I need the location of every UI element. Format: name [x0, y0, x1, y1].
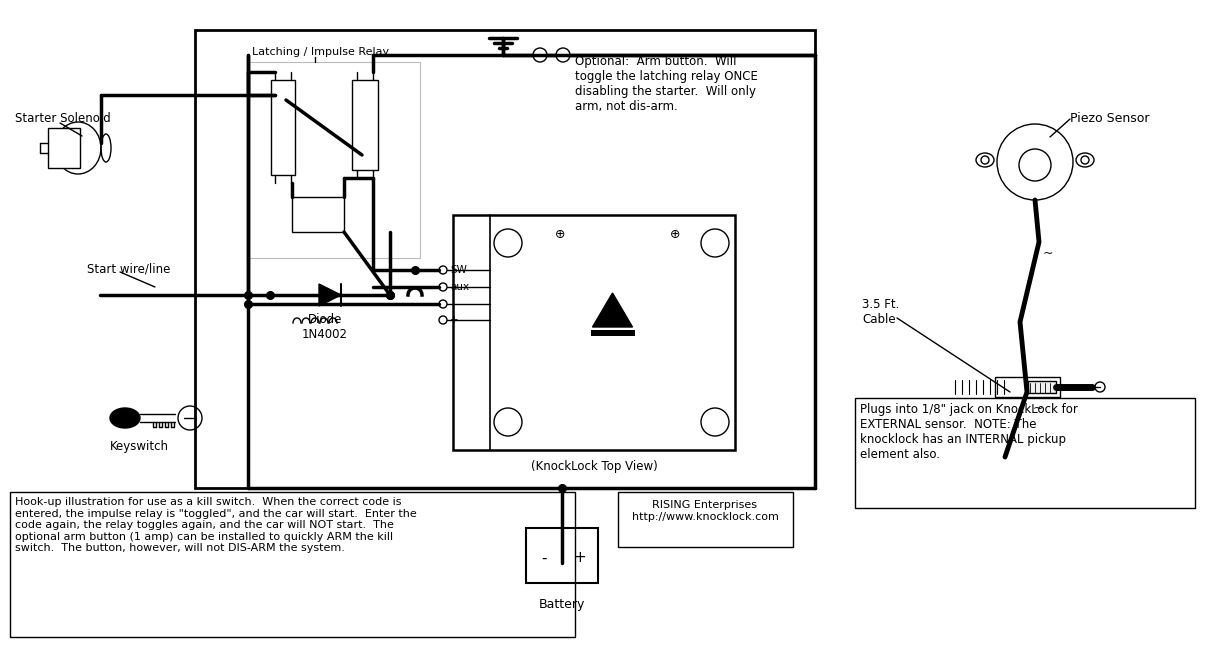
Text: aux: aux — [450, 282, 469, 292]
Bar — [995, 377, 1060, 397]
Polygon shape — [319, 284, 341, 306]
Bar — [856, 398, 1195, 508]
Text: +: + — [450, 315, 459, 325]
Text: RISING Enterprises
http://www.knocklock.com: RISING Enterprises http://www.knocklock.… — [632, 500, 778, 522]
Bar — [590, 330, 634, 336]
Text: (KnockLock Top View): (KnockLock Top View) — [531, 460, 657, 473]
Bar — [195, 30, 815, 488]
Text: Optional:  Arm button.  Will
toggle the latching relay ONCE
disabling the starte: Optional: Arm button. Will toggle the la… — [575, 55, 758, 113]
Text: -: - — [450, 299, 454, 309]
Bar — [271, 80, 295, 175]
Bar — [453, 215, 734, 450]
Text: Battery: Battery — [539, 598, 585, 611]
Bar — [10, 492, 575, 637]
Text: ~: ~ — [1043, 247, 1054, 260]
Text: Latching / Impulse Relay: Latching / Impulse Relay — [252, 47, 389, 57]
Bar — [526, 528, 599, 583]
Text: 3.5 Ft.
Cable: 3.5 Ft. Cable — [862, 298, 900, 326]
Text: Start wire/line: Start wire/line — [87, 262, 170, 275]
Bar — [247, 62, 420, 258]
Text: Plugs into 1/8" jack on KnockLock for
EXTERNAL sensor.  NOTE: The
knocklock has : Plugs into 1/8" jack on KnockLock for EX… — [860, 403, 1078, 461]
Text: -: - — [541, 551, 547, 566]
Text: Piezo Sensor: Piezo Sensor — [1070, 112, 1149, 125]
Polygon shape — [592, 293, 633, 327]
Text: ⊕: ⊕ — [554, 229, 565, 242]
Bar — [293, 197, 344, 232]
Bar — [1028, 381, 1056, 393]
Bar — [618, 492, 793, 547]
Text: Starter Solenoid: Starter Solenoid — [15, 112, 110, 125]
Bar — [353, 80, 378, 170]
Bar — [48, 128, 80, 168]
Text: Keyswitch: Keyswitch — [110, 440, 169, 453]
Text: ⊕: ⊕ — [670, 229, 681, 242]
Text: Diode
1N4002: Diode 1N4002 — [302, 313, 348, 341]
Text: ~: ~ — [1033, 402, 1044, 415]
Text: +: + — [574, 551, 586, 566]
Text: Hook-up illustration for use as a kill switch.  When the correct code is
entered: Hook-up illustration for use as a kill s… — [15, 497, 416, 553]
Text: SW: SW — [450, 265, 466, 275]
Ellipse shape — [110, 408, 140, 428]
